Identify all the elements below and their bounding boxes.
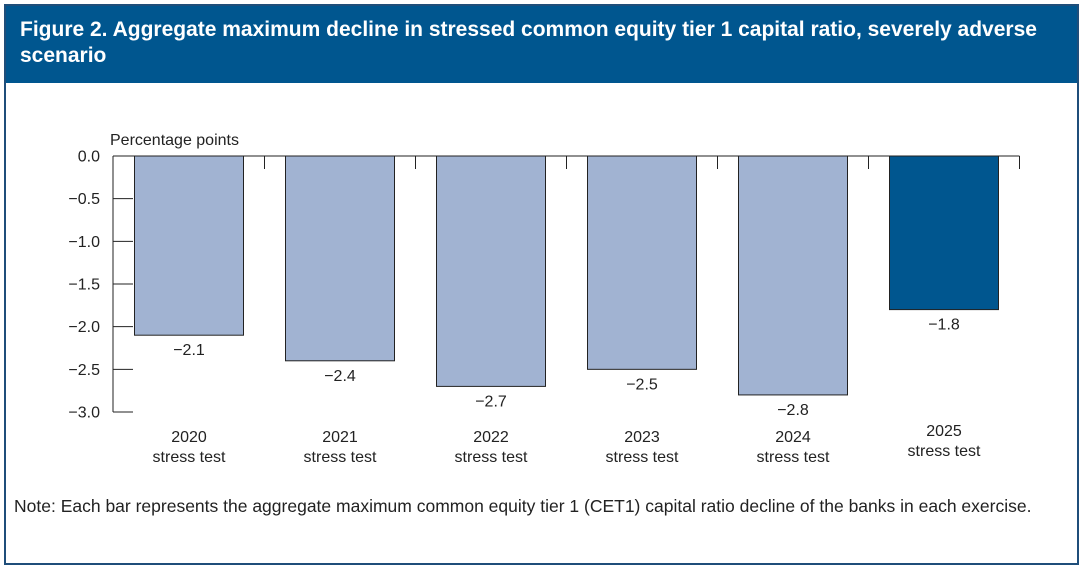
x-category-label: 2025 bbox=[926, 423, 962, 440]
y-tick-label: −2.5 bbox=[68, 362, 100, 379]
bar bbox=[134, 155, 244, 336]
bar bbox=[587, 155, 697, 370]
x-category-label: stress test bbox=[606, 449, 679, 466]
bar bbox=[436, 155, 546, 387]
y-tick-label: 0.0 bbox=[78, 149, 100, 166]
bar bbox=[738, 155, 848, 396]
x-category-label: stress test bbox=[908, 443, 981, 460]
data-label: −1.8 bbox=[928, 317, 960, 334]
bar-chart: Percentage points 0.0 −0.5 −1.0 −1.5 −2.0 −2.5… bbox=[68, 132, 1020, 466]
y-axis-title: Percentage points bbox=[110, 132, 239, 149]
figure-note: Note: Each bar represents the aggregate … bbox=[14, 496, 1032, 516]
x-category-label: 2024 bbox=[775, 429, 811, 446]
data-label: −2.1 bbox=[173, 342, 205, 359]
figure-header: Figure 2. Aggregate maximum decline in s… bbox=[6, 6, 1077, 83]
x-category-label: stress test bbox=[757, 449, 830, 466]
figure-title: Figure 2. Aggregate maximum decline in s… bbox=[20, 18, 1037, 67]
x-category-label: stress test bbox=[153, 449, 226, 466]
x-category-label: 2020 bbox=[171, 429, 207, 446]
y-tick-label: −0.5 bbox=[68, 191, 100, 208]
x-category-label: 2022 bbox=[473, 429, 509, 446]
data-label: −2.4 bbox=[324, 368, 356, 385]
x-category-label: 2023 bbox=[624, 429, 660, 446]
bar bbox=[889, 155, 999, 311]
y-tick-label: −1.5 bbox=[68, 277, 100, 294]
data-label: −2.7 bbox=[475, 393, 507, 410]
y-tick-label: −3.0 bbox=[68, 405, 100, 422]
x-category-label: stress test bbox=[304, 449, 377, 466]
x-category-label: stress test bbox=[455, 449, 528, 466]
y-tick-label: −2.0 bbox=[68, 319, 100, 336]
data-label: −2.8 bbox=[777, 402, 809, 419]
y-tick-label: −1.0 bbox=[68, 234, 100, 251]
bar bbox=[285, 155, 395, 362]
data-label: −2.5 bbox=[626, 376, 658, 393]
x-category-label: 2021 bbox=[322, 429, 358, 446]
